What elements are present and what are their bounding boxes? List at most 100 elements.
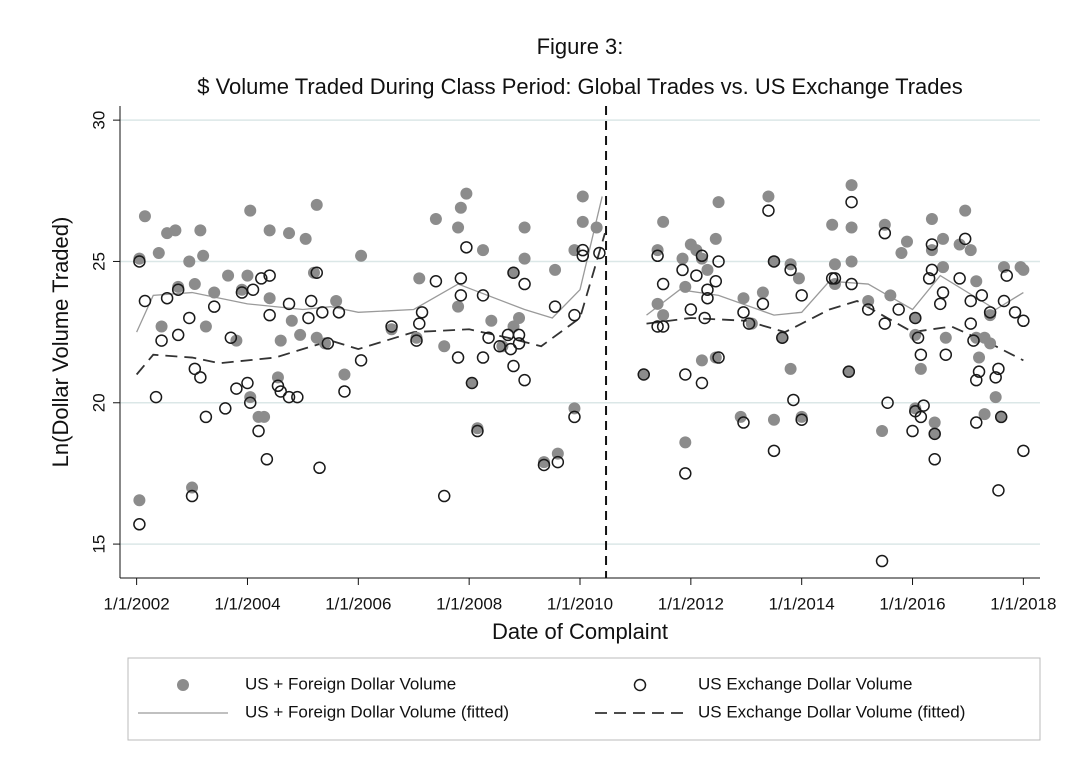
point bbox=[451, 351, 465, 364]
point bbox=[787, 393, 800, 407]
point bbox=[294, 328, 307, 341]
y-tick-label: 25 bbox=[89, 252, 108, 271]
point bbox=[138, 294, 152, 308]
point bbox=[512, 328, 526, 342]
legend-box bbox=[127, 657, 1041, 741]
point bbox=[745, 317, 758, 330]
point bbox=[477, 244, 490, 257]
point bbox=[321, 337, 335, 350]
point bbox=[861, 303, 875, 316]
point bbox=[695, 252, 708, 265]
point bbox=[152, 246, 165, 259]
x-tick-label: 1/1/2002 bbox=[104, 594, 170, 613]
point bbox=[316, 306, 329, 319]
point bbox=[568, 308, 581, 322]
point bbox=[676, 252, 689, 265]
point bbox=[712, 255, 725, 268]
point bbox=[784, 263, 797, 277]
point bbox=[576, 190, 589, 203]
point bbox=[471, 422, 484, 435]
point bbox=[914, 362, 927, 375]
point bbox=[171, 328, 185, 342]
point bbox=[637, 368, 650, 381]
point bbox=[964, 244, 977, 257]
point bbox=[767, 255, 780, 268]
point bbox=[549, 263, 562, 276]
point bbox=[709, 351, 722, 364]
point bbox=[415, 306, 429, 319]
point bbox=[282, 390, 296, 404]
point bbox=[767, 413, 780, 426]
point bbox=[911, 331, 925, 345]
point bbox=[953, 238, 966, 251]
point bbox=[975, 289, 989, 302]
point bbox=[909, 311, 922, 324]
point bbox=[263, 269, 276, 282]
point bbox=[454, 272, 468, 285]
point bbox=[651, 249, 664, 263]
point bbox=[437, 489, 451, 503]
point bbox=[507, 359, 520, 373]
y-tick-label: 30 bbox=[89, 111, 108, 130]
point bbox=[928, 427, 941, 441]
point bbox=[258, 410, 271, 423]
point bbox=[507, 266, 520, 280]
point bbox=[842, 365, 856, 378]
point bbox=[260, 453, 274, 466]
point bbox=[299, 232, 312, 245]
point bbox=[695, 376, 709, 390]
point bbox=[970, 275, 983, 288]
x-tick-label: 1/1/2016 bbox=[879, 594, 945, 613]
point bbox=[507, 266, 520, 279]
point bbox=[767, 444, 781, 458]
point bbox=[208, 286, 221, 299]
point bbox=[928, 453, 941, 466]
point bbox=[756, 286, 769, 299]
point bbox=[937, 261, 950, 274]
point bbox=[590, 221, 603, 234]
point bbox=[972, 365, 986, 378]
point bbox=[845, 179, 858, 192]
point bbox=[917, 399, 930, 412]
point bbox=[656, 320, 670, 333]
point bbox=[548, 300, 562, 313]
point bbox=[828, 272, 842, 285]
point bbox=[637, 368, 650, 381]
point bbox=[504, 342, 517, 356]
point bbox=[651, 297, 664, 310]
point bbox=[795, 410, 808, 423]
point bbox=[651, 320, 664, 333]
point bbox=[471, 424, 484, 438]
point bbox=[171, 283, 185, 296]
y-tick-label: 15 bbox=[89, 535, 108, 554]
point bbox=[922, 272, 936, 285]
point bbox=[989, 391, 1002, 404]
point bbox=[698, 311, 711, 325]
point bbox=[319, 337, 332, 350]
point bbox=[252, 424, 265, 438]
point bbox=[959, 204, 972, 217]
point bbox=[537, 458, 551, 472]
point bbox=[684, 303, 698, 316]
point bbox=[274, 334, 287, 347]
point bbox=[1000, 269, 1013, 282]
point bbox=[172, 280, 185, 293]
point bbox=[679, 467, 692, 480]
point bbox=[355, 249, 368, 262]
point bbox=[438, 340, 451, 353]
point bbox=[385, 323, 398, 336]
point bbox=[241, 376, 254, 390]
point bbox=[465, 376, 479, 390]
legend-swatch bbox=[177, 679, 189, 691]
point bbox=[454, 201, 467, 214]
point bbox=[197, 249, 210, 262]
point bbox=[701, 283, 714, 296]
x-tick-label: 1/1/2010 bbox=[547, 594, 613, 613]
point bbox=[244, 204, 257, 217]
point bbox=[263, 224, 276, 237]
point bbox=[937, 232, 950, 245]
point bbox=[224, 331, 238, 345]
point bbox=[939, 348, 953, 361]
point bbox=[776, 331, 789, 344]
